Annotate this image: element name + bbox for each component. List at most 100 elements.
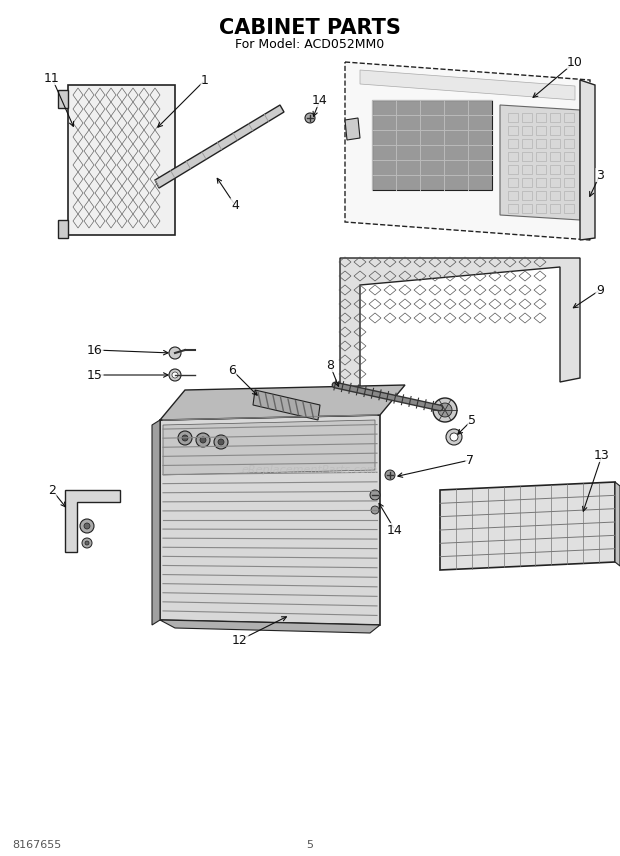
Polygon shape	[580, 80, 595, 240]
Polygon shape	[340, 258, 580, 393]
Circle shape	[450, 433, 458, 441]
Polygon shape	[58, 220, 68, 238]
Bar	[508, 204, 518, 213]
Circle shape	[370, 490, 380, 500]
Bar	[522, 113, 532, 122]
Polygon shape	[163, 420, 375, 475]
Polygon shape	[345, 62, 590, 240]
Bar	[564, 126, 574, 135]
Text: 15: 15	[87, 368, 103, 382]
Bar	[550, 113, 560, 122]
Bar	[522, 152, 532, 161]
Polygon shape	[155, 105, 284, 188]
Bar	[564, 191, 574, 200]
Circle shape	[438, 403, 452, 417]
Polygon shape	[65, 490, 120, 552]
Circle shape	[214, 435, 228, 449]
Circle shape	[169, 369, 181, 381]
Circle shape	[371, 506, 379, 514]
Bar	[522, 178, 532, 187]
Circle shape	[385, 470, 395, 480]
Bar	[564, 165, 574, 174]
Polygon shape	[440, 482, 615, 570]
Bar	[536, 165, 546, 174]
Text: 6: 6	[228, 364, 236, 377]
Bar	[550, 139, 560, 148]
Bar	[508, 178, 518, 187]
Circle shape	[433, 398, 457, 422]
Bar	[564, 178, 574, 187]
Bar	[508, 113, 518, 122]
Text: 16: 16	[87, 343, 103, 356]
Bar	[508, 139, 518, 148]
Text: 10: 10	[567, 56, 583, 68]
Text: 8167655: 8167655	[12, 840, 61, 850]
Text: 2: 2	[48, 484, 56, 496]
Text: 5: 5	[468, 413, 476, 426]
Bar	[372, 100, 492, 190]
Circle shape	[172, 372, 178, 378]
Bar	[550, 178, 560, 187]
Text: 14: 14	[312, 93, 328, 106]
Circle shape	[305, 113, 315, 123]
Polygon shape	[68, 85, 175, 235]
Text: 4: 4	[231, 199, 239, 211]
Bar	[536, 191, 546, 200]
Bar	[536, 204, 546, 213]
Bar	[536, 152, 546, 161]
Bar	[522, 165, 532, 174]
Bar	[550, 191, 560, 200]
Bar	[550, 126, 560, 135]
Polygon shape	[500, 105, 580, 220]
Bar	[550, 204, 560, 213]
Bar	[508, 152, 518, 161]
Text: 14: 14	[387, 524, 403, 537]
Bar	[508, 191, 518, 200]
Bar	[522, 139, 532, 148]
Bar	[564, 152, 574, 161]
Polygon shape	[160, 385, 405, 420]
Bar	[550, 152, 560, 161]
Text: 11: 11	[44, 72, 60, 85]
Text: For Model: ACD052MM0: For Model: ACD052MM0	[236, 38, 384, 51]
Circle shape	[82, 538, 92, 548]
Polygon shape	[345, 118, 360, 140]
Bar	[536, 113, 546, 122]
Text: 12: 12	[232, 633, 248, 646]
Bar	[522, 204, 532, 213]
Circle shape	[446, 429, 462, 445]
Polygon shape	[160, 415, 380, 625]
Text: 8: 8	[326, 359, 334, 372]
Polygon shape	[58, 90, 68, 108]
Circle shape	[80, 519, 94, 533]
Text: 1: 1	[201, 74, 209, 86]
Bar	[564, 113, 574, 122]
Polygon shape	[360, 70, 575, 100]
Bar	[564, 139, 574, 148]
Bar	[536, 126, 546, 135]
Circle shape	[182, 435, 188, 441]
Bar	[508, 165, 518, 174]
Circle shape	[196, 433, 210, 447]
Text: 3: 3	[596, 169, 604, 181]
Bar	[536, 139, 546, 148]
Bar	[550, 165, 560, 174]
Circle shape	[85, 541, 89, 545]
Polygon shape	[152, 420, 160, 625]
Text: 9: 9	[596, 283, 604, 296]
Polygon shape	[160, 620, 380, 633]
Text: 7: 7	[466, 454, 474, 467]
Text: 5: 5	[306, 840, 314, 850]
Circle shape	[200, 437, 206, 443]
Polygon shape	[615, 482, 620, 566]
Polygon shape	[253, 390, 320, 420]
Bar	[508, 126, 518, 135]
Bar	[522, 126, 532, 135]
Bar	[522, 191, 532, 200]
Circle shape	[84, 523, 90, 529]
Circle shape	[178, 431, 192, 445]
Bar	[536, 178, 546, 187]
Circle shape	[169, 347, 181, 359]
Circle shape	[218, 439, 224, 445]
Text: 13: 13	[594, 449, 610, 461]
